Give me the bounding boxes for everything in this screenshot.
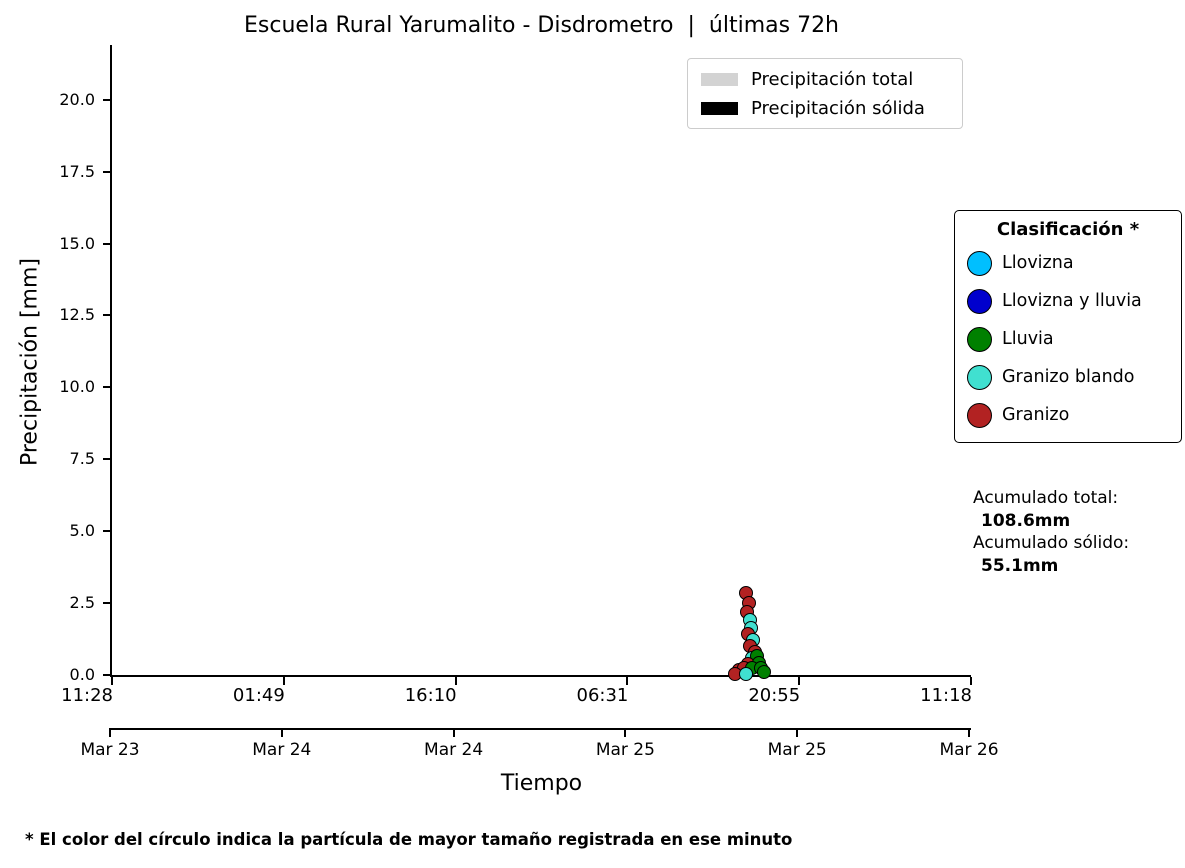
series-legend: Precipitación total Precipitación sólida — [687, 58, 963, 129]
granizo_blando-circle-icon — [967, 364, 992, 390]
y-tick-label: 7.5 — [69, 449, 95, 469]
llovizna-circle-icon — [967, 250, 992, 276]
legend-item-llovizna: Llovizna — [955, 244, 1181, 282]
x-tick-label: 06:31 — [576, 685, 629, 706]
y-axis-label: Precipitación [mm] — [17, 257, 43, 467]
y-tick-mark — [103, 314, 112, 317]
x-tick-mark — [798, 677, 801, 685]
y-tick-mark — [103, 602, 112, 605]
x-tick-mark — [282, 677, 285, 685]
scatter-point — [756, 665, 771, 680]
plot-area: 0.0 2.5 5.0 7.5 10.0 12.5 15.0 17.5 20.0 11:28 01:… — [59, 45, 972, 705]
y-tick-mark — [103, 170, 112, 173]
x-tick-label: 01:49 — [232, 685, 285, 706]
y-tick-mark — [103, 674, 112, 676]
date-tick-mark — [796, 728, 799, 737]
date-tick-label: Mar 23 — [80, 740, 140, 760]
x-tick-mark — [970, 677, 972, 685]
accumulated-solid-label: Acumulado sólido: — [973, 533, 1130, 553]
classification-legend-label: Granizo — [1002, 405, 1070, 425]
classification-legend: Clasificación * Llovizna Llovizna y lluvi… — [954, 210, 1182, 443]
y-tick-label: 0.0 — [69, 665, 95, 684]
legend-item-granizo: Granizo — [955, 396, 1181, 434]
classification-legend-title: Clasificación * — [996, 219, 1140, 240]
legend-item-llovizna_y_lluvia: Llovizna y lluvia — [955, 282, 1181, 320]
accumulated-totals: Acumulado total: 108.6mm Acumulado sólid… — [973, 487, 1129, 577]
series-legend-label: Precipitación total — [751, 68, 914, 90]
classification-legend-label: Llovizna y lluvia — [1002, 291, 1142, 311]
x-tick-label: 16:10 — [404, 685, 457, 706]
y-tick-label: 12.5 — [59, 305, 95, 325]
y-tick-label: 5.0 — [69, 521, 95, 541]
y-tick-mark — [103, 530, 112, 533]
series-legend-item-precip_total: Precipitación total — [688, 69, 962, 90]
precip_solida-swatch — [701, 101, 738, 115]
chart-title: Escuela Rural Yarumalito - Disdrometro |… — [243, 13, 840, 38]
classification-legend-label: Llovizna — [1002, 253, 1074, 273]
x-tick-label: 20:55 — [748, 685, 801, 706]
legend-item-lluvia: Lluvia — [955, 320, 1181, 358]
x-axis-label: Tiempo — [500, 771, 583, 796]
date-tick-label: Mar 25 — [767, 740, 827, 760]
precip_total-swatch — [701, 72, 738, 86]
y-tick-label: 2.5 — [69, 593, 95, 613]
y-tick-mark — [103, 98, 112, 101]
accumulated-total-label: Acumulado total: — [973, 488, 1119, 508]
x-tick-label: 11:28 — [61, 685, 113, 706]
llovizna_y_lluvia-circle-icon — [967, 288, 992, 314]
x-tick-label: 11:18 — [920, 685, 972, 706]
y-tick-label: 15.0 — [59, 233, 95, 253]
classification-legend-label: Granizo blando — [1002, 367, 1135, 387]
date-tick-label: Mar 26 — [939, 740, 999, 760]
date-tick-label: Mar 24 — [424, 740, 484, 760]
series-legend-item-precip_solida: Precipitación sólida — [688, 98, 962, 119]
series-legend-label: Precipitación sólida — [751, 97, 925, 119]
date-tick-label: Mar 24 — [252, 740, 312, 760]
y-tick-mark — [103, 458, 112, 461]
granizo-circle-icon — [967, 402, 992, 428]
date-tick-mark — [968, 728, 970, 737]
y-tick-mark — [103, 386, 112, 389]
date-tick-mark — [452, 728, 455, 737]
x-tick-mark — [454, 677, 457, 685]
x-tick-mark — [111, 677, 113, 685]
legend-item-granizo_blando: Granizo blando — [955, 358, 1181, 396]
x-tick-mark — [626, 677, 629, 685]
date-tick-mark — [109, 728, 111, 737]
date-tick-mark — [624, 728, 627, 737]
accumulated-solid-value: 55.1mm — [981, 555, 1059, 576]
y-tick-label: 17.5 — [59, 161, 95, 181]
accumulated-total-value: 108.6mm — [981, 510, 1071, 531]
footnote: * El color del círculo indica la partícu… — [25, 830, 793, 849]
date-axis: Mar 23 Mar 24 Mar 24 Mar 25 Mar 25 Mar 26 — [80, 728, 999, 759]
scatter-point — [738, 666, 753, 681]
date-tick-mark — [280, 728, 283, 737]
y-tick-mark — [103, 242, 112, 245]
y-tick-label: 10.0 — [59, 377, 95, 397]
lluvia-circle-icon — [967, 326, 992, 352]
classification-legend-label: Lluvia — [1002, 329, 1054, 349]
y-tick-label: 20.0 — [59, 89, 95, 109]
date-tick-label: Mar 25 — [595, 740, 655, 760]
